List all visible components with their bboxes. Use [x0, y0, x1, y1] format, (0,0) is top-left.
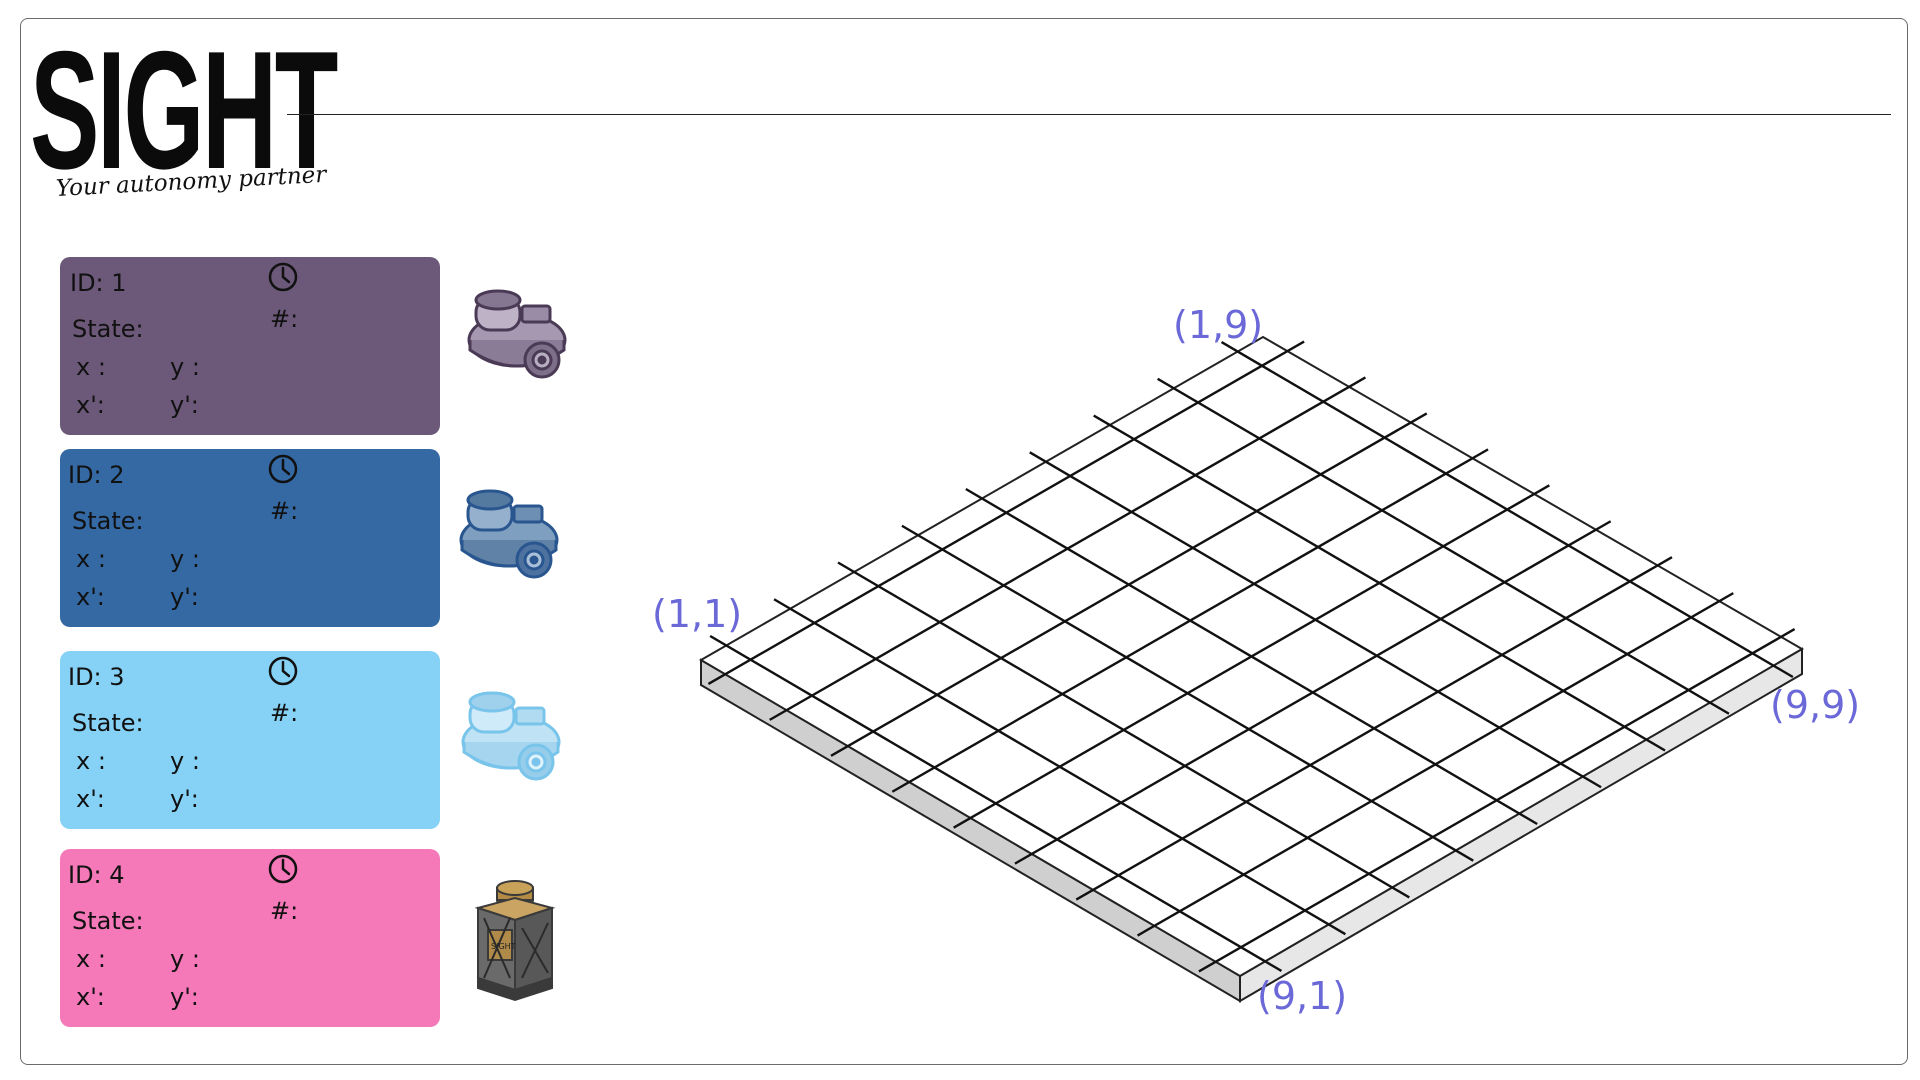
svg-text:SIGHT: SIGHT — [491, 942, 516, 951]
sight-tower-robot-image: SIGHT — [474, 880, 556, 1002]
robot-count-label: #: — [270, 897, 299, 925]
grid-line-row — [1029, 451, 1602, 789]
turtlebot-lightblue-image — [461, 691, 561, 781]
robot-count-label: #: — [270, 699, 299, 727]
robot-card-3[interactable]: ID: 3 State: x : y : x': y': #: — [60, 651, 440, 829]
grid-line-col — [1198, 628, 1796, 973]
robot-card-1[interactable]: ID: 1 State: x : y : x': y': #: — [60, 257, 440, 435]
robot-xp-label: x': — [76, 391, 105, 419]
clock-icon — [268, 262, 298, 292]
robot-id: ID: 4 — [68, 861, 125, 889]
robot-state-label: State: — [72, 507, 144, 535]
corner-label-top: (1,9) — [1173, 303, 1264, 347]
robot-count-label: #: — [270, 305, 299, 333]
turtlebot-purple-image — [467, 289, 567, 379]
grid-line-col — [1014, 520, 1612, 865]
grid-line-row — [965, 487, 1538, 826]
clock-icon — [268, 454, 298, 484]
robot-state-label: State: — [72, 907, 144, 935]
brand-logo: SIGHT — [30, 16, 338, 204]
robot-id: ID: 3 — [68, 663, 125, 691]
robot-yp-label: y': — [170, 983, 199, 1011]
robot-xp-label: x': — [76, 785, 105, 813]
grid-line-col — [1136, 592, 1734, 937]
robot-count-label: #: — [270, 497, 299, 525]
robot-id: ID: 2 — [68, 461, 125, 489]
robot-id: ID: 1 — [70, 269, 127, 297]
robot-x-label: x : — [76, 545, 106, 573]
robot-x-label: x : — [76, 353, 106, 381]
robot-yp-label: y': — [170, 583, 199, 611]
robot-card-4[interactable]: ID: 4 State: x : y : x': y': #: — [60, 849, 440, 1027]
header-divider — [287, 114, 1891, 115]
robot-y-label: y : — [170, 545, 200, 573]
turtlebot-blue-image — [459, 489, 559, 579]
robot-x-label: x : — [76, 945, 106, 973]
robot-yp-label: y': — [170, 785, 199, 813]
robot-x-label: x : — [76, 747, 106, 775]
robot-state-label: State: — [72, 709, 144, 737]
grid-line-col — [1075, 556, 1673, 901]
robot-yp-label: y': — [170, 391, 199, 419]
grid-line-row — [1093, 414, 1666, 752]
app-frame — [20, 18, 1908, 1065]
robot-xp-label: x': — [76, 583, 105, 611]
clock-icon — [268, 656, 298, 686]
robot-xp-label: x': — [76, 983, 105, 1011]
clock-icon — [268, 854, 298, 884]
grid-line-row — [1220, 341, 1794, 679]
grid-line-row — [1157, 377, 1730, 715]
robot-y-label: y : — [170, 747, 200, 775]
corner-label-right: (9,9) — [1770, 683, 1861, 727]
corner-label-bottom: (9,1) — [1257, 974, 1348, 1018]
robot-card-2[interactable]: ID: 2 State: x : y : x': y': #: — [60, 449, 440, 627]
robot-y-label: y : — [170, 945, 200, 973]
robot-state-label: State: — [72, 315, 144, 343]
robot-y-label: y : — [170, 353, 200, 381]
corner-label-left: (1,1) — [652, 592, 743, 636]
